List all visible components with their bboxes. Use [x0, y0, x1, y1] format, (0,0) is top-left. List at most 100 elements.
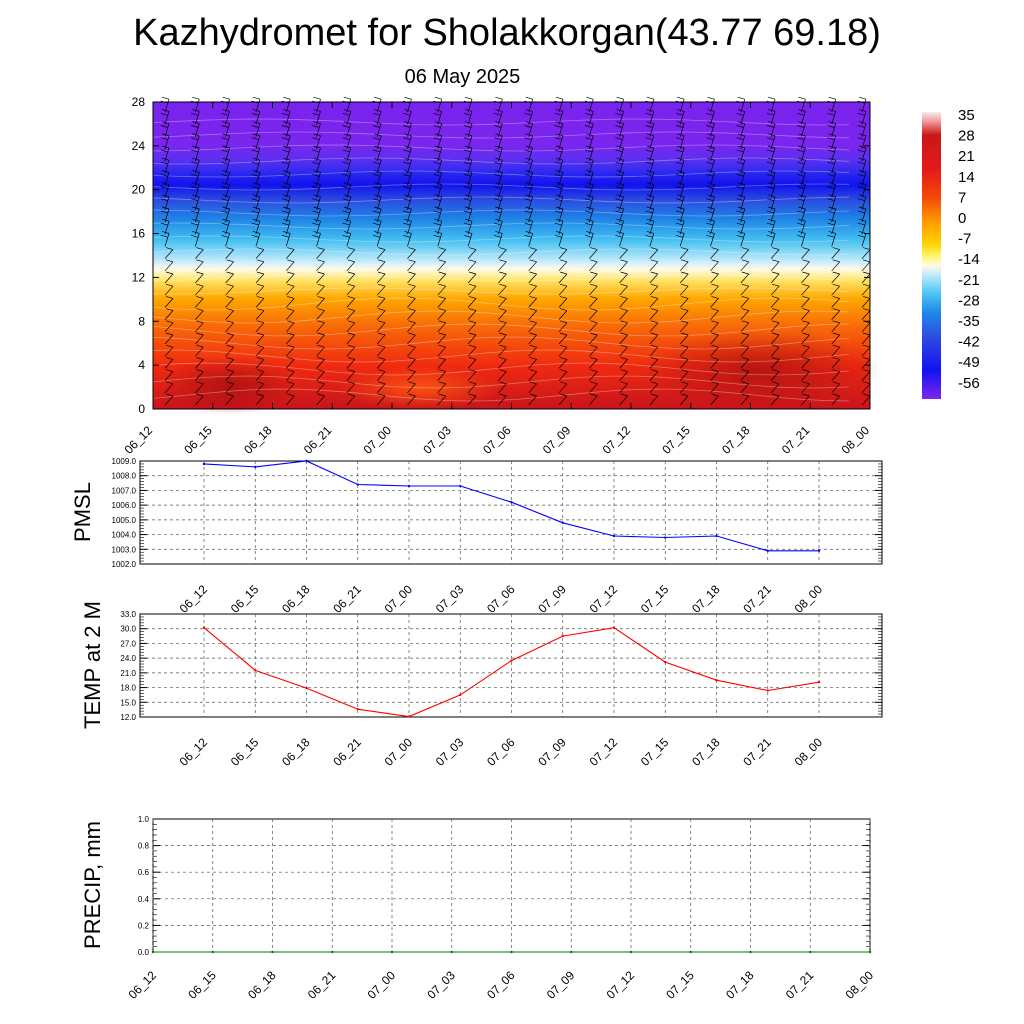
precip-panel: 0.00.20.40.60.81.006_12 06_15 06_18 06_21 07… — [80, 815, 876, 1002]
x-tick-label: 06_21 — [305, 968, 339, 1002]
data-point — [562, 635, 564, 637]
x-tick-label: 07_15 — [638, 735, 672, 769]
y-tick-label: 30.0 — [120, 625, 136, 634]
colorbar-labels: 3528211470-7-14-21-28-35-42-49-56 — [958, 107, 980, 392]
y-tick-label: 28 — [132, 95, 146, 109]
data-point — [664, 536, 666, 538]
colorbar-label: -56 — [958, 375, 980, 392]
barb-feather — [404, 97, 411, 99]
x-tick-label: 08_00 — [792, 582, 826, 616]
data-point — [408, 485, 410, 487]
barb-feather — [707, 97, 714, 99]
data-point — [451, 951, 453, 953]
y-tick-label: 12 — [132, 270, 146, 284]
data-point — [357, 483, 359, 485]
y-tick-label: 1005.0 — [112, 516, 137, 525]
hot-anomaly-right — [640, 330, 880, 410]
x-tick-label: 07_03 — [420, 423, 454, 457]
x-tick-label: 07_00 — [361, 423, 395, 457]
data-point — [459, 485, 461, 487]
y-tick-label: 21.0 — [120, 669, 136, 678]
data-point — [749, 951, 751, 953]
y-tick-label: 1007.0 — [112, 486, 137, 495]
y-axis-label: PRECIP, mm — [80, 821, 105, 949]
y-tick-label: 1009.0 — [112, 457, 137, 466]
barb-feather — [495, 97, 502, 99]
x-tick-label: 07_00 — [382, 735, 416, 769]
barb-feather — [586, 97, 593, 99]
x-tick-label: 07_18 — [719, 423, 753, 457]
data-point — [212, 951, 214, 953]
y-tick-label: 4 — [138, 358, 145, 372]
meteogram-figure: 0481216202428 06_12 06_15 06_18 06_21 07_00 0… — [0, 0, 1024, 1024]
colorbar-label: 35 — [958, 107, 975, 124]
y-tick-label: 1.0 — [138, 815, 150, 824]
panel-frame — [140, 614, 882, 717]
x-tick-label: 07_03 — [433, 735, 467, 769]
barb-feather — [859, 97, 866, 99]
data-point — [630, 951, 632, 953]
data-point — [254, 466, 256, 468]
data-point — [690, 951, 692, 953]
data-point — [715, 679, 717, 681]
y-tick-label: 0.8 — [138, 842, 150, 851]
data-point — [767, 689, 769, 691]
barb-feather — [617, 97, 624, 99]
data-point — [818, 681, 820, 683]
data-point — [613, 535, 615, 537]
y-tick-label: 12.0 — [120, 713, 136, 722]
x-tick-label: 07_12 — [604, 968, 638, 1002]
x-tick-label: 06_18 — [279, 735, 313, 769]
x-tick-label: 07_15 — [663, 968, 697, 1002]
x-tick-label: 07_09 — [540, 423, 574, 457]
x-tick-label: 06_21 — [301, 423, 335, 457]
x-tick-label: 07_00 — [382, 582, 416, 616]
x-tick-label: 07_12 — [587, 582, 621, 616]
colorbar-label: 7 — [958, 189, 966, 206]
x-tick-label: 06_18 — [241, 423, 275, 457]
barb-feather — [223, 97, 230, 99]
data-point — [510, 501, 512, 503]
colorbar-label: -28 — [958, 292, 980, 309]
x-tick-label: 06_12 — [177, 582, 211, 616]
colorbar-label: 0 — [958, 210, 966, 227]
x-tick-label: 06_18 — [245, 968, 279, 1002]
colorbar-label: -35 — [958, 313, 980, 330]
data-point — [664, 661, 666, 663]
barb-feather — [465, 97, 472, 99]
y-tick-label: 27.0 — [120, 639, 136, 648]
data-point — [613, 627, 615, 629]
x-tick-label: 07_06 — [484, 582, 518, 616]
y-tick-label: 15.0 — [120, 698, 136, 707]
data-point — [331, 951, 333, 953]
x-tick-label: 06_21 — [330, 582, 364, 616]
barb-feather — [253, 97, 260, 99]
x-tick-label: 07_03 — [424, 968, 458, 1002]
x-tick-label: 06_15 — [228, 582, 262, 616]
x-tick-label: 07_21 — [740, 735, 774, 769]
data-point — [767, 550, 769, 552]
colorbar-label: 28 — [958, 128, 975, 145]
x-tick-label: 06_18 — [279, 582, 313, 616]
x-tick-label: 07_09 — [535, 582, 569, 616]
x-tick-label: 07_18 — [723, 968, 757, 1002]
y-tick-label: 8 — [138, 314, 145, 328]
x-tick-label: 06_12 — [122, 423, 156, 457]
x-tick-label: 08_00 — [843, 968, 877, 1002]
x-tick-label: 07_06 — [484, 968, 518, 1002]
data-point — [570, 951, 572, 953]
colorbar-scale — [922, 112, 941, 399]
data-point — [271, 951, 273, 953]
barb-feather — [192, 97, 199, 99]
y-tick-label: 33.0 — [120, 610, 136, 619]
data-point — [562, 522, 564, 524]
y-tick-label: 1008.0 — [112, 472, 137, 481]
cross-section-panel: 0481216202428 06_12 06_15 06_18 06_21 07_00 0… — [122, 95, 880, 457]
barb-feather — [374, 97, 381, 99]
x-tick-label: 06_12 — [177, 735, 211, 769]
x-tick-label: 07_06 — [484, 735, 518, 769]
y-tick-label: 1006.0 — [112, 501, 137, 510]
colorbar: 3528211470-7-14-21-28-35-42-49-56 — [922, 107, 980, 399]
x-tick-label: 07_18 — [689, 582, 723, 616]
y-tick-label: 16 — [132, 227, 146, 241]
